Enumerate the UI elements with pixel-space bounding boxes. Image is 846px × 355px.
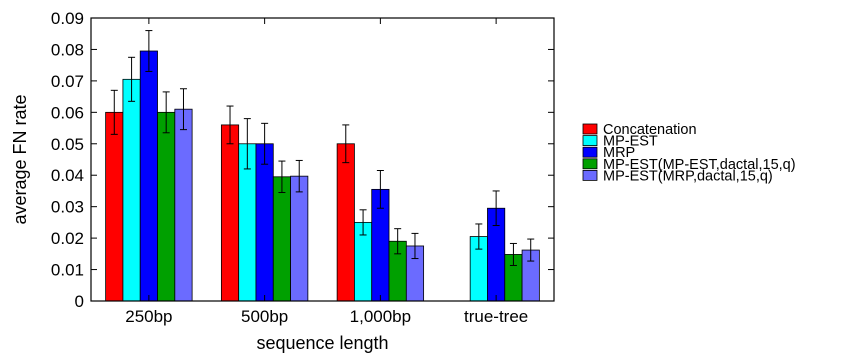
x-axis-title: sequence length: [256, 333, 388, 353]
x-tick-label: 1,000bp: [350, 307, 411, 326]
y-tick-label: 0.05: [51, 135, 84, 154]
bar: [157, 111, 176, 302]
plot-frame: [90, 17, 555, 302]
bar: [105, 111, 124, 302]
bar: [174, 108, 193, 302]
legend: ConcatenationMP-ESTMRPMP-EST(MP-EST,dact…: [582, 122, 796, 184]
y-tick-label: 0.08: [51, 40, 84, 59]
legend-swatch: [582, 169, 598, 181]
y-tick-label: 0.01: [51, 261, 84, 280]
x-tick-label: 250bp: [125, 307, 172, 326]
y-tick-label: 0.09: [51, 9, 84, 28]
bar: [139, 50, 158, 302]
legend-label: MRP: [603, 145, 635, 161]
bar: [220, 124, 240, 302]
error-bars-layer: [110, 30, 535, 266]
legend-swatch: [582, 158, 598, 170]
legend-label: MP-EST: [603, 134, 658, 150]
bar: [272, 176, 291, 302]
y-tick-label: 0.04: [51, 166, 84, 185]
y-tick-label: 0: [75, 292, 84, 311]
bar: [255, 143, 274, 302]
y-tick-label: 0.06: [51, 103, 84, 122]
x-tick-label: true-tree: [464, 307, 528, 326]
x-tick-label: 500bp: [241, 307, 288, 326]
bar: [122, 78, 141, 302]
legend-swatch: [582, 123, 598, 135]
legend-label: Concatenation: [603, 122, 697, 138]
legend-swatch: [582, 135, 598, 147]
bar: [290, 175, 309, 302]
y-axis: 0 0.01 0.02 0.03 0.04 0.05 0.06 0.07 0.08 0.09: [51, 9, 554, 311]
legend-label: MP-EST(MRP,dactal,15,q): [603, 168, 773, 184]
y-axis-title: average FN rate: [10, 94, 30, 224]
legend-label: MP-EST(MP-EST,dactal,15,q): [603, 157, 796, 173]
y-tick-label: 0.02: [51, 229, 84, 248]
bars-layer: [105, 50, 540, 302]
legend-swatch: [582, 146, 598, 158]
y-tick-label: 0.03: [51, 198, 84, 217]
bar: [336, 143, 355, 302]
x-axis: 250bp 500bp 1,000bp true-tree: [125, 18, 528, 326]
y-tick-label: 0.07: [51, 72, 84, 91]
